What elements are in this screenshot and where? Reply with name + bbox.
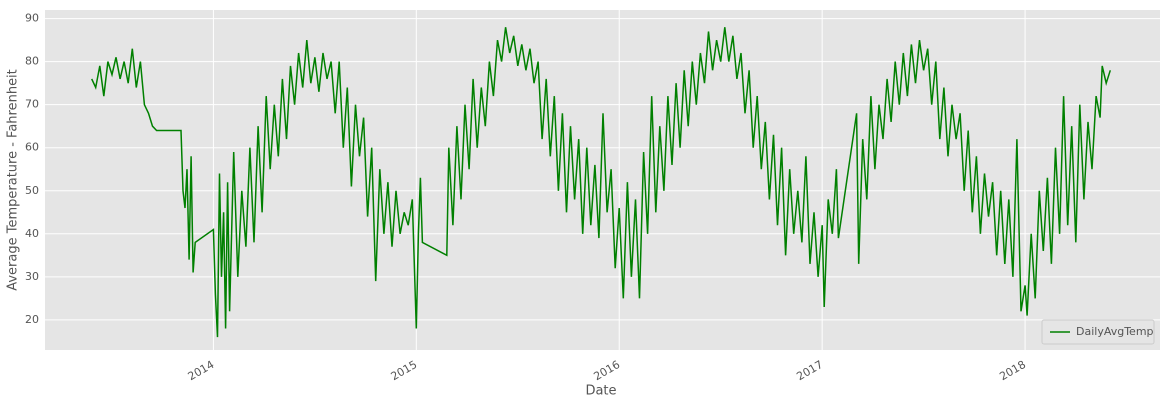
y-axis-label: Average Temperature - Fahrenheit [6, 69, 21, 291]
y-tick-label: 90 [25, 12, 39, 25]
y-tick-label: 70 [25, 98, 39, 111]
legend-box [1041, 319, 1155, 345]
x-tick-label: 2016 [591, 358, 622, 383]
x-tick-label: 2017 [794, 358, 825, 383]
y-tick-label: 60 [25, 141, 39, 154]
legend-label: DailyAvgTemp [1076, 325, 1154, 338]
x-tick-label: 2015 [389, 358, 420, 383]
x-tick-label: 2018 [997, 358, 1028, 383]
y-tick-label: 80 [25, 55, 39, 68]
y-tick-label: 20 [25, 313, 39, 326]
x-tick-label: 2014 [186, 358, 217, 383]
y-tick-label: 50 [25, 184, 39, 197]
y-tick-label: 40 [25, 227, 39, 240]
plot-area [45, 10, 1160, 350]
y-tick-label: 30 [25, 270, 39, 283]
x-axis-label: Date [585, 384, 616, 399]
series-line [91, 27, 1112, 338]
